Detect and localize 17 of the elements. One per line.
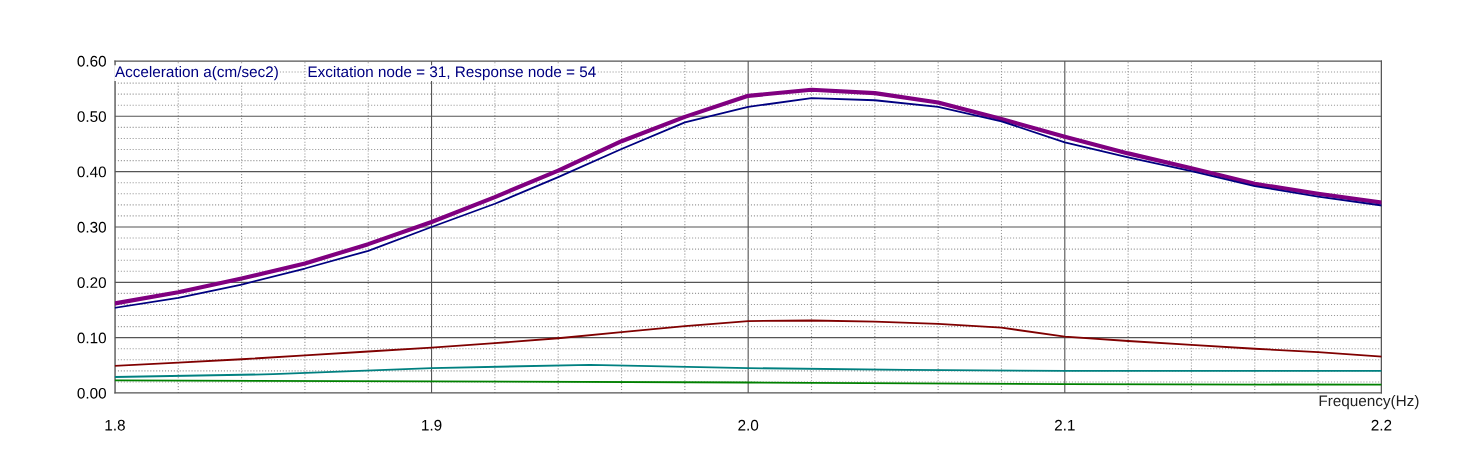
x-tick-label: 1.9	[422, 419, 442, 431]
line-series	[114, 319, 1382, 367]
line-series	[114, 363, 1382, 378]
y-tick-label: 0.00	[77, 387, 106, 399]
x-tick-label: 2.1	[1054, 419, 1075, 431]
y-axis-title: Acceleration a(cm/sec2)	[114, 65, 278, 81]
x-tick-label: 2.2	[1371, 419, 1392, 431]
y-tick-label: 0.30	[77, 221, 106, 233]
x-tick-label: 1.8	[105, 419, 125, 431]
y-tick-label: 0.40	[77, 166, 106, 178]
y-tick-label: 0.60	[77, 55, 106, 67]
y-tick-label: 0.50	[77, 111, 106, 122]
x-axis-title: Frequency(Hz)	[1319, 395, 1419, 410]
chart-title: Excitation node = 31, Response node = 54	[308, 65, 596, 81]
y-tick-label: 0.10	[77, 332, 106, 344]
x-tick-label: 2.0	[738, 419, 759, 431]
y-tick-label: 0.20	[77, 277, 106, 289]
